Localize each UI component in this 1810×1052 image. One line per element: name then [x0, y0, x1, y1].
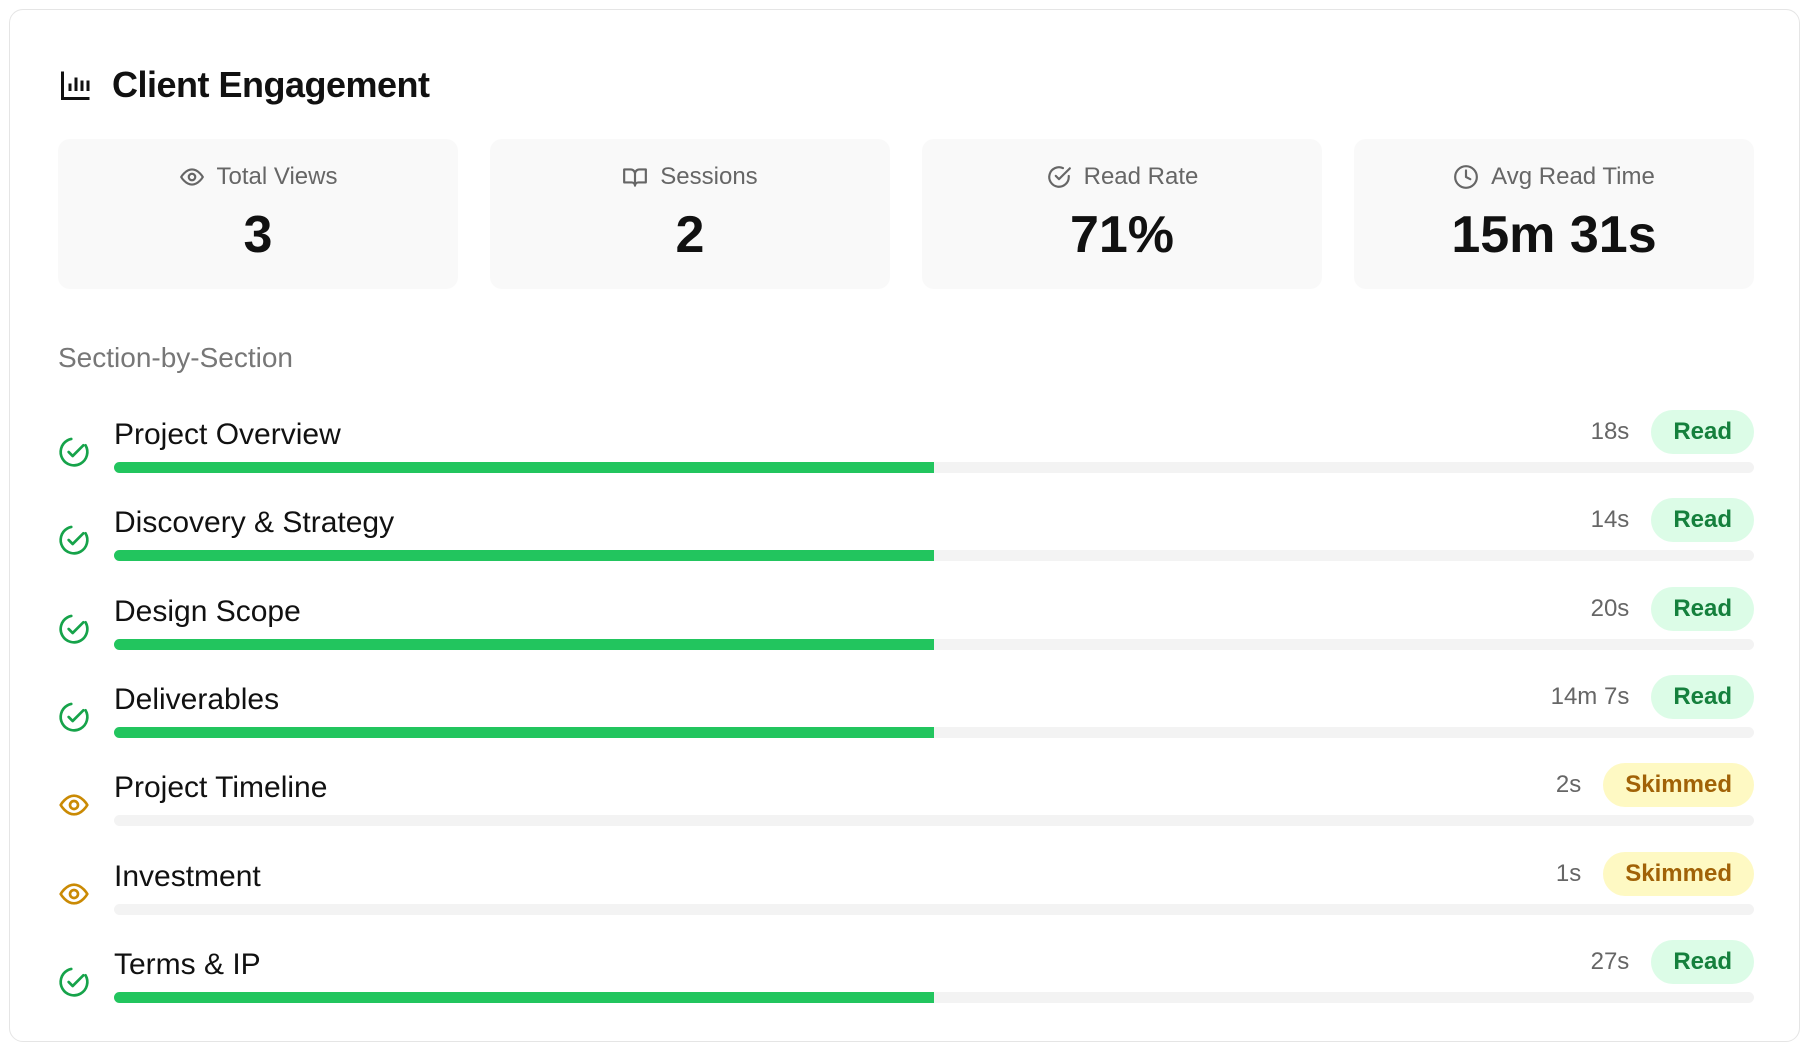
section-row: Design Scope 20s Read — [58, 586, 1754, 673]
stat-card: Avg Read Time 15m 31s — [1354, 139, 1754, 289]
header: Client Engagement — [58, 64, 430, 106]
stat-value: 2 — [675, 206, 705, 264]
status-icon — [58, 878, 90, 915]
progress-track — [114, 462, 1754, 473]
read-time: 1s — [1555, 859, 1582, 887]
section-name: Project Overview — [114, 418, 341, 451]
progress-bar — [114, 726, 934, 738]
stat-card: Total Views 3 — [58, 139, 458, 289]
progress-bar — [114, 991, 934, 1003]
section-meta: 18s Read — [1591, 410, 1754, 454]
stat-label: Avg Read Time — [1453, 163, 1655, 191]
section-name: Deliverables — [114, 682, 280, 716]
chart-icon — [61, 71, 90, 100]
status-badge: Skimmed — [1603, 851, 1754, 896]
status-icon — [58, 524, 90, 561]
stat-label-text: Sessions — [660, 163, 758, 190]
title: Client Engagement — [112, 64, 430, 105]
section-meta: 14m 7s Read — [1550, 674, 1754, 719]
stat-label: Sessions — [622, 163, 758, 191]
section-title: Section-by-Section — [58, 342, 294, 373]
status-icon — [58, 613, 90, 650]
status-badge: Read — [1651, 410, 1754, 454]
section-name: Terms & IP — [114, 947, 261, 981]
progress-bar — [114, 638, 934, 650]
section-row: Terms & IP 27s Read — [58, 939, 1754, 1026]
status-badge: Skimmed — [1603, 763, 1754, 808]
section-meta: 2s Skimmed — [1555, 763, 1754, 808]
read-time: 14s — [1590, 506, 1630, 534]
section-row: Project Overview 18s Read — [58, 410, 1754, 496]
progress-track — [114, 550, 1754, 562]
stat-value: 15m 31s — [1451, 206, 1657, 264]
progress-track — [114, 726, 1754, 738]
section-meta: 27s Read — [1590, 939, 1754, 984]
stat-label-text: Total Views — [216, 163, 338, 190]
stat-icon — [1453, 164, 1479, 190]
section-meta: 20s Read — [1590, 586, 1754, 631]
stat-card: Read Rate 71% — [922, 139, 1322, 289]
status-icon — [58, 701, 90, 738]
section-name: Discovery & Strategy — [114, 506, 395, 540]
section-row: Deliverables 14m 7s Read — [58, 674, 1754, 761]
stat-label: Total Views — [179, 163, 338, 191]
stat-label-text: Read Rate — [1083, 163, 1199, 190]
status-icon — [58, 789, 90, 826]
progress-bar — [114, 462, 934, 473]
stat-label-text: Avg Read Time — [1491, 163, 1655, 190]
stats: Total Views 3 Sessions 2 Read Rate 71% Avg Rea… — [58, 139, 1754, 289]
section-name: Investment — [114, 859, 261, 893]
progress-track — [114, 903, 1754, 915]
read-time: 2s — [1555, 771, 1582, 799]
read-time: 14m 7s — [1550, 682, 1630, 710]
read-time: 20s — [1590, 594, 1630, 622]
engagement-card — [9, 9, 1800, 1042]
progress-track — [114, 638, 1754, 650]
stat-value: 71% — [1069, 206, 1175, 264]
status-badge: Read — [1651, 939, 1754, 984]
status-icon — [58, 436, 90, 473]
stat-label: Read Rate — [1046, 163, 1199, 191]
stat-card: Sessions 2 — [490, 139, 890, 289]
section-name: Project Timeline — [114, 771, 328, 805]
read-time: 27s — [1590, 947, 1630, 975]
section-row: Discovery & Strategy 14s Read — [58, 498, 1754, 584]
status-badge: Read — [1651, 586, 1754, 631]
progress-track — [114, 815, 1754, 827]
status-icon — [58, 966, 90, 1003]
progress-bar — [114, 550, 934, 562]
stat-icon — [1046, 164, 1072, 190]
stat-value: 3 — [243, 206, 273, 264]
progress-track — [114, 991, 1754, 1003]
section-row: Project Timeline 2s Skimmed — [58, 763, 1754, 849]
status-badge: Read — [1651, 674, 1754, 719]
section-meta: 1s Skimmed — [1555, 851, 1754, 896]
section-name: Design Scope — [114, 594, 301, 628]
section-meta: 14s Read — [1590, 498, 1754, 543]
status-badge: Read — [1651, 498, 1754, 543]
stat-icon — [179, 164, 205, 190]
section-row: Investment 1s Skimmed — [58, 851, 1754, 938]
stat-icon — [622, 164, 648, 190]
read-time: 18s — [1590, 418, 1630, 445]
